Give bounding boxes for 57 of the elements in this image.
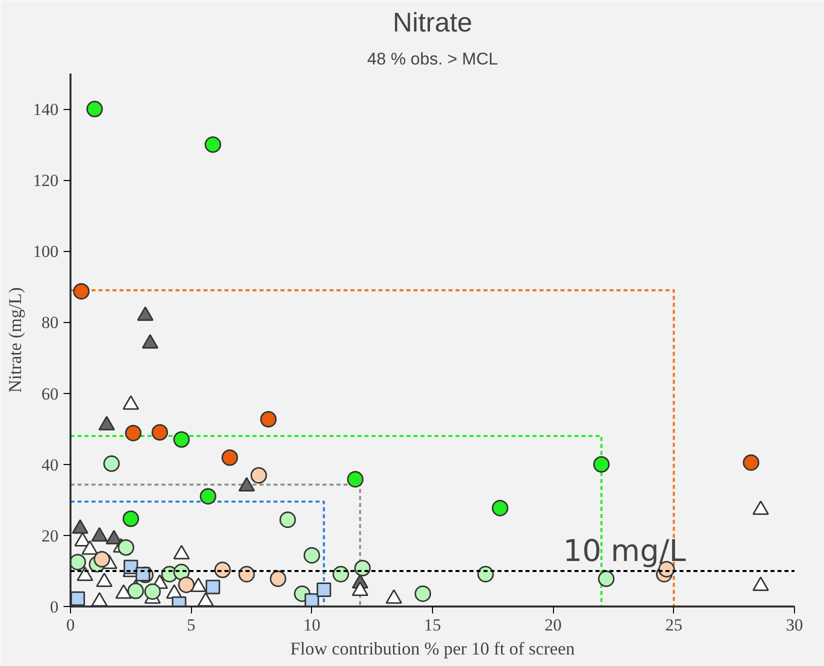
point — [152, 424, 168, 441]
x-tick-label: 30 — [786, 616, 803, 634]
x-axis-title: Flow contribution % per 10 ft of screen — [290, 638, 575, 658]
point — [304, 593, 320, 606]
point — [414, 585, 432, 602]
point — [124, 424, 142, 442]
chart-subtitle: 48 % obs. > MCL — [367, 50, 498, 68]
point — [316, 582, 332, 598]
point — [598, 570, 615, 588]
point — [304, 547, 320, 564]
point — [70, 554, 86, 570]
point — [103, 455, 120, 472]
y-tick-label: 0 — [50, 598, 58, 616]
point — [204, 136, 222, 153]
y-tick-label: 140 — [33, 100, 58, 120]
point — [73, 283, 90, 300]
point — [270, 570, 286, 588]
x-tick-label: 15 — [424, 616, 441, 634]
point — [477, 566, 494, 582]
point — [136, 566, 150, 582]
y-tick-label: 120 — [33, 171, 58, 190]
point — [178, 576, 195, 594]
point — [492, 500, 508, 516]
y-tick-label: 60 — [42, 384, 58, 404]
point — [279, 512, 296, 528]
point — [214, 562, 231, 578]
point — [222, 449, 238, 466]
y-tick-label: 40 — [42, 455, 58, 474]
x-tick-label: 0 — [66, 616, 75, 634]
point — [593, 456, 610, 473]
x-tick-label: 25 — [665, 616, 682, 634]
point — [70, 591, 85, 606]
point — [260, 411, 277, 428]
point — [118, 539, 134, 556]
point — [347, 471, 364, 488]
y-axis-title: Nitrate (mg/L) — [5, 287, 25, 393]
y-tick-label: 80 — [42, 313, 58, 332]
x-tick-label: 5 — [186, 616, 196, 634]
point — [206, 580, 220, 594]
y-tick-label: 20 — [42, 526, 58, 546]
y-tick-label: 100 — [33, 242, 58, 262]
x-tick-label: 10 — [303, 616, 320, 634]
point — [200, 488, 216, 505]
point — [127, 582, 144, 600]
point — [332, 566, 350, 582]
point — [122, 510, 140, 527]
point — [173, 431, 190, 448]
point — [250, 467, 267, 484]
point — [742, 454, 760, 471]
point — [144, 583, 161, 600]
point — [94, 551, 110, 568]
x-tick-label: 20 — [544, 616, 562, 634]
point — [354, 560, 371, 576]
point — [86, 100, 103, 118]
point — [238, 566, 255, 582]
ref-line-label: 10 mg/L — [563, 534, 686, 569]
chart-title: Nitrate — [392, 8, 472, 38]
